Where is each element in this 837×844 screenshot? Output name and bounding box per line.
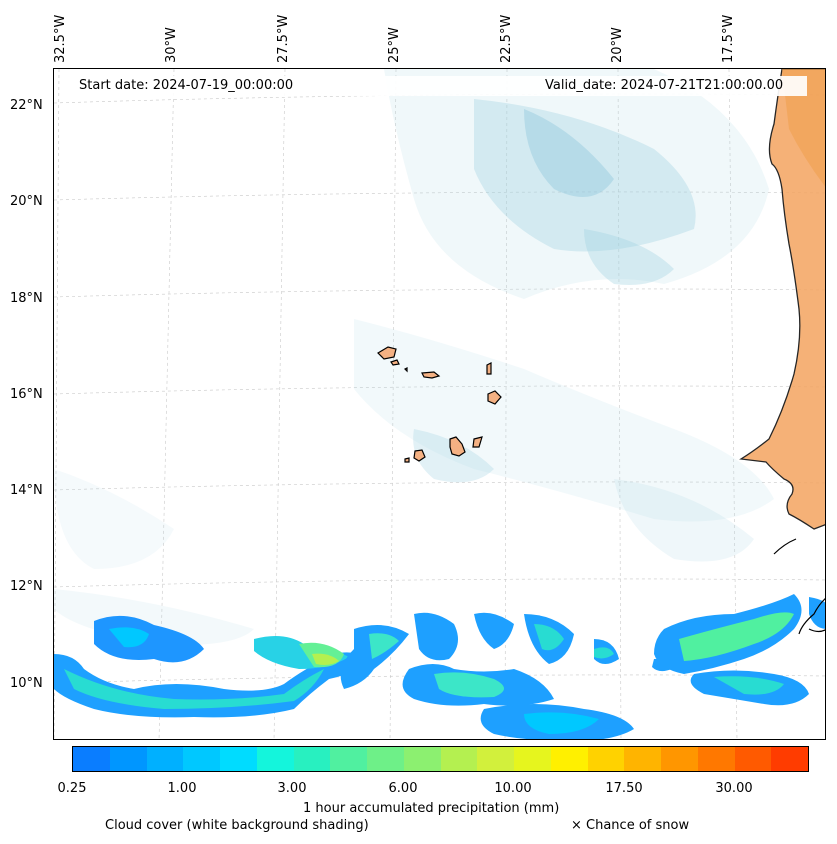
precipitation-shading (54, 594, 825, 739)
island-boa-vista (487, 390, 502, 405)
lat-label-22n: 22°N (10, 98, 43, 113)
colorbar-tick-5: 17.50 (605, 781, 643, 796)
colorbar-segment-2 (146, 747, 184, 771)
date-info-bar (70, 76, 807, 96)
island-brava (404, 457, 410, 463)
island-santiago (449, 436, 466, 457)
colorbar-segment-5 (256, 747, 294, 771)
colorbar-segment-17 (697, 747, 735, 771)
lat-label-14n: 14°N (10, 483, 43, 498)
colorbar-segment-8 (367, 747, 404, 771)
lat-label-12n: 12°N (10, 579, 43, 594)
lon-label-32.5w: 32.5°W (53, 14, 68, 63)
start-date-label: Start date: 2024-07-19_00:00:00 (79, 78, 294, 93)
lon-label-20w: 20°W (610, 27, 625, 63)
colorbar-tick-6: 30.00 (715, 781, 753, 796)
coastline-details (773, 538, 825, 635)
island-santo-antao (377, 346, 397, 360)
island-sao-nicolau (421, 371, 441, 379)
colorbar-segment-3 (183, 747, 220, 771)
colorbar-segment-11 (477, 747, 514, 771)
cloud-cover-legend: Cloud cover (white background shading) (105, 818, 369, 833)
valid-date-label: Valid_date: 2024-07-21T21:00:00.00 (545, 78, 784, 93)
colorbar-tick-4: 10.00 (494, 781, 532, 796)
colorbar-segment-0 (73, 747, 110, 771)
colorbar-segment-19 (771, 747, 808, 771)
colorbar-tick-3: 6.00 (388, 781, 418, 796)
lat-label-16n: 16°N (10, 387, 43, 402)
lat-label-18n: 18°N (10, 291, 43, 306)
lon-label-17.5w: 17.5°W (721, 14, 736, 63)
lat-label-10n: 10°N (10, 676, 43, 691)
island-fogo (413, 449, 426, 462)
island-santa-luzia (403, 367, 408, 373)
colorbar-segment-1 (109, 747, 147, 771)
island-sal (486, 362, 492, 375)
colorbar-segment-4 (220, 747, 257, 771)
island-sao-vicente (390, 359, 400, 366)
cloud-cover-shading (54, 69, 774, 645)
snow-legend: × Chance of snow (571, 818, 690, 833)
colorbar-tick-0: 0.25 (57, 781, 87, 796)
map-canvas (54, 69, 825, 739)
lon-label-25w: 25°W (387, 27, 402, 63)
colorbar-segment-9 (403, 747, 441, 771)
lon-label-27.5w: 27.5°W (276, 14, 291, 63)
colorbar-segment-12 (514, 747, 551, 771)
lat-label-20n: 20°N (10, 194, 43, 209)
colorbar-segment-10 (440, 747, 478, 771)
colorbar-segment-7 (330, 747, 367, 771)
colorbar-segment-13 (550, 747, 588, 771)
colorbar-tick-2: 3.00 (277, 781, 307, 796)
island-maio (472, 436, 483, 448)
colorbar-segment-14 (587, 747, 625, 771)
lon-label-30w: 30°W (164, 27, 179, 63)
colorbar-label: 1 hour accumulated precipitation (mm) (303, 801, 560, 816)
colorbar-segment-16 (661, 747, 698, 771)
colorbar-segment-18 (734, 747, 772, 771)
lon-label-22.5w: 22.5°W (499, 14, 514, 63)
colorbar-segment-6 (293, 747, 331, 771)
colorbar-tick-1: 1.00 (167, 781, 197, 796)
land-africa (739, 69, 825, 530)
precipitation-colorbar (72, 746, 809, 772)
cape-verde-islands (377, 346, 502, 463)
colorbar-segment-15 (624, 747, 661, 771)
map-panel[interactable] (53, 68, 826, 740)
